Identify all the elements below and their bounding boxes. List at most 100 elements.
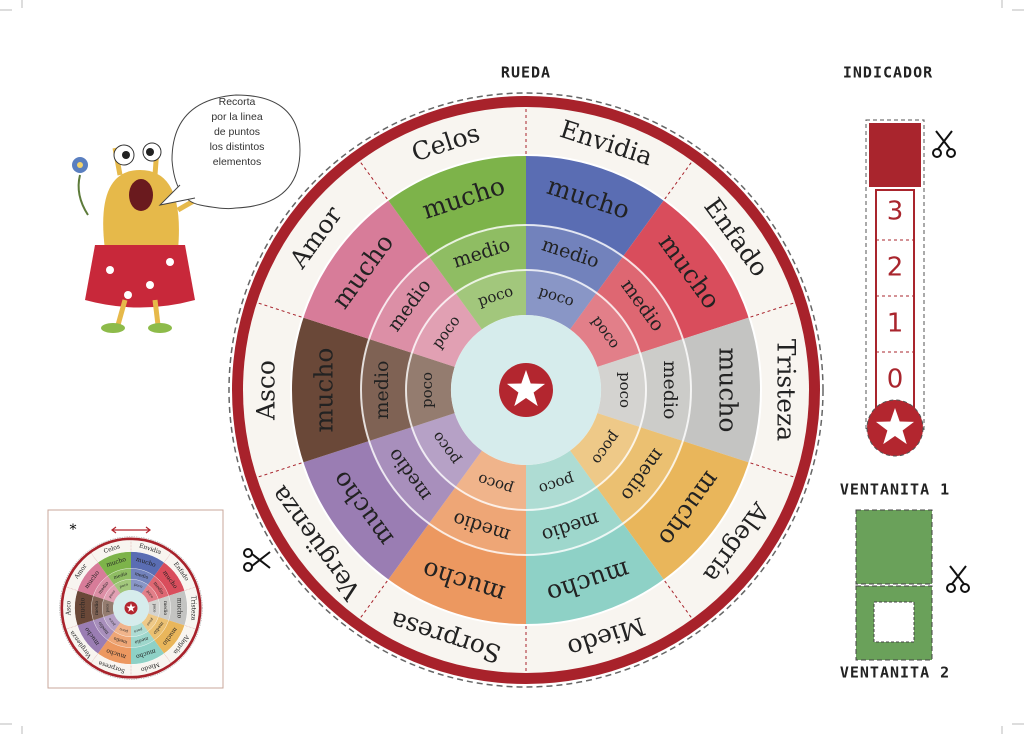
segment bbox=[103, 613, 121, 632]
level-label: mucho bbox=[714, 348, 743, 433]
level-label: medio bbox=[113, 571, 129, 581]
level-label: poco bbox=[119, 582, 128, 588]
cut-line bbox=[664, 580, 693, 619]
segment bbox=[411, 413, 482, 488]
ring-line bbox=[405, 269, 647, 511]
segment bbox=[91, 595, 104, 621]
window-1 bbox=[855, 509, 933, 585]
center-star bbox=[126, 603, 136, 612]
segment bbox=[97, 551, 131, 576]
segment bbox=[361, 339, 412, 441]
thumbnail-marker: * bbox=[70, 522, 77, 538]
level-label: poco bbox=[153, 604, 157, 613]
handle bbox=[243, 548, 253, 558]
wheel-outline bbox=[59, 536, 203, 680]
segment bbox=[369, 427, 456, 524]
segment bbox=[302, 440, 430, 581]
level-label: poco bbox=[146, 590, 154, 599]
level-label: poco bbox=[105, 604, 109, 613]
emotion-label: Asco bbox=[252, 360, 281, 421]
segment bbox=[526, 450, 597, 510]
level-label: medio bbox=[659, 361, 681, 420]
segment bbox=[597, 352, 646, 428]
segment bbox=[77, 620, 108, 654]
indicator-number: 0 bbox=[887, 365, 904, 395]
level-label: mucho bbox=[176, 598, 183, 619]
indicator-title: INDICADOR bbox=[843, 64, 933, 82]
emotion-label: Tristeza bbox=[189, 596, 196, 621]
cut-line bbox=[66, 586, 78, 591]
handle bbox=[946, 583, 956, 593]
level-label: poco bbox=[134, 627, 143, 633]
cut-line bbox=[257, 462, 302, 478]
segment bbox=[526, 270, 597, 330]
window-label: VENTANITA 2 bbox=[840, 664, 950, 682]
level-label: mucho bbox=[80, 597, 87, 618]
segment bbox=[387, 155, 526, 257]
level-label: poco bbox=[146, 617, 154, 626]
window-hole bbox=[873, 601, 915, 643]
segment bbox=[526, 523, 665, 625]
segment bbox=[596, 256, 683, 353]
level-label: medio bbox=[134, 571, 150, 581]
segment bbox=[622, 440, 750, 581]
segment bbox=[131, 579, 148, 594]
segment bbox=[74, 590, 94, 626]
scissors-icon bbox=[946, 565, 970, 593]
segment bbox=[103, 584, 121, 603]
blade bbox=[951, 565, 967, 585]
handle bbox=[946, 148, 956, 158]
cut-line bbox=[164, 553, 171, 563]
indicator-number: 2 bbox=[887, 253, 904, 283]
cut-line bbox=[750, 302, 795, 318]
segment bbox=[131, 551, 165, 576]
level-label: medio bbox=[134, 635, 150, 645]
thumbnail-wheel: EnvidiamuchomediopocoEnfadomuchomediopoc… bbox=[59, 536, 203, 680]
center-star bbox=[506, 370, 546, 407]
wheel: EnvidiamuchomediopocoEnfadomuchomediopoc… bbox=[228, 92, 824, 688]
emotion-label: Celos bbox=[103, 543, 121, 555]
monster bbox=[72, 142, 207, 333]
segment bbox=[406, 352, 455, 428]
wheel-outline bbox=[228, 92, 824, 688]
ring-line bbox=[360, 224, 692, 556]
segment bbox=[97, 640, 131, 665]
segment bbox=[154, 562, 185, 596]
segment bbox=[131, 640, 165, 665]
segment bbox=[455, 450, 526, 510]
ring-line bbox=[91, 568, 171, 648]
bubble-text: por la linea bbox=[211, 111, 263, 123]
segment bbox=[168, 590, 188, 626]
segment bbox=[77, 562, 108, 596]
segment bbox=[455, 270, 526, 330]
level-label: medio bbox=[113, 635, 129, 645]
blade bbox=[251, 551, 271, 567]
wheel-title: RUEDA bbox=[501, 64, 551, 82]
cut-line bbox=[184, 586, 196, 591]
segment bbox=[141, 613, 159, 632]
cut-line bbox=[257, 302, 302, 318]
thumbnail-arrow bbox=[111, 526, 151, 534]
cut-line bbox=[359, 161, 388, 200]
segment bbox=[387, 523, 526, 625]
blade bbox=[937, 130, 953, 150]
scissors bbox=[243, 130, 970, 593]
segment bbox=[526, 155, 665, 257]
blade bbox=[949, 565, 965, 585]
cut-line bbox=[664, 161, 693, 200]
level-label: poco bbox=[418, 372, 436, 408]
ring-line bbox=[290, 154, 762, 626]
segment bbox=[302, 199, 430, 340]
segment bbox=[147, 616, 169, 641]
cut-line bbox=[359, 580, 388, 619]
bubble-text: los distintos bbox=[210, 141, 265, 153]
segment bbox=[570, 292, 641, 367]
level-label: poco bbox=[108, 617, 116, 626]
level-label: poco bbox=[134, 582, 143, 588]
blade bbox=[935, 130, 951, 150]
emotion-label: Tristeza bbox=[772, 339, 801, 441]
bubble-text: de puntos bbox=[214, 126, 260, 138]
speech-bubble bbox=[158, 94, 301, 210]
ring-line bbox=[101, 578, 161, 638]
segment bbox=[411, 292, 482, 367]
